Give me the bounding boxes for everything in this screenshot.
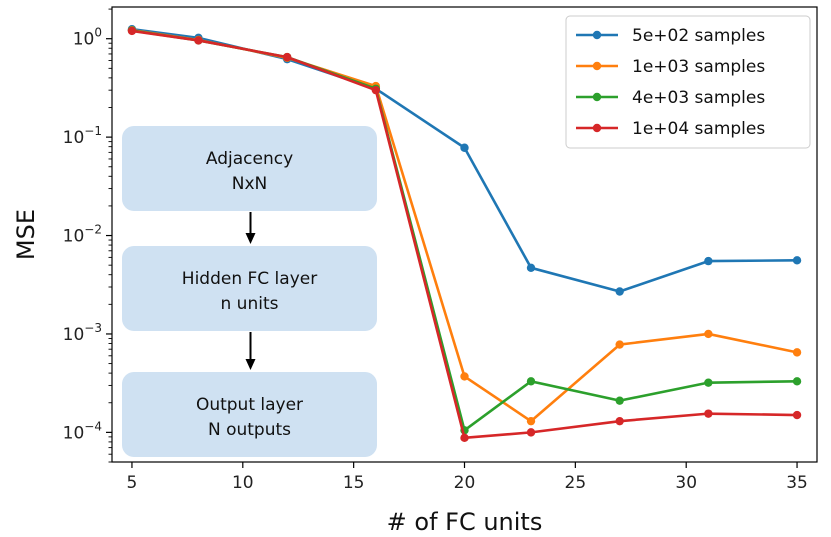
data-point (526, 377, 536, 386)
x-tick-label: 15 (343, 473, 365, 493)
legend-frame (565, 15, 811, 149)
data-point (792, 377, 802, 386)
y-tick-label: 10−3 (63, 321, 102, 345)
y-tick-label: 10−2 (63, 223, 102, 247)
x-tick-label: 35 (786, 473, 808, 493)
diagram-box-background (122, 246, 377, 331)
legend-label: 5e+02 samples (632, 26, 765, 46)
diagram-arrow-head (245, 359, 256, 370)
data-point (704, 329, 713, 339)
diagram-box-background (122, 372, 377, 457)
y-tick-label: 10−4 (63, 419, 102, 443)
legend-entry: 4e+03 samples (576, 88, 765, 108)
data-point (526, 416, 536, 426)
data-point (704, 378, 713, 387)
data-point (615, 416, 624, 426)
diagram-box: Output layer N outputs (122, 372, 377, 457)
data-point (615, 396, 624, 405)
data-point (371, 85, 381, 95)
data-point (704, 409, 713, 418)
data-point (615, 287, 624, 296)
x-tick-label: 5 (127, 473, 138, 493)
legend-marker (592, 61, 602, 71)
data-point (615, 340, 624, 349)
legend-entry: 1e+03 samples (576, 57, 765, 77)
legend-marker (592, 123, 602, 133)
legend: 5e+02 samples 1e+03 samples 4e+03 samples 1… (565, 15, 811, 149)
x-tick-label: 10 (232, 473, 254, 493)
diagram-box-background (122, 126, 377, 211)
legend-marker (592, 92, 602, 102)
diagram-box-subtitle: n units (221, 294, 279, 314)
axes: 5 10 15 20 25 30 35 100 10−1 10−2 10−3 10−4 # of FC … (12, 6, 818, 536)
data-point (792, 256, 802, 265)
legend-label: 1e+03 samples (632, 57, 765, 77)
data-point (460, 433, 469, 443)
diagram-box-title: Hidden FC layer (182, 269, 317, 289)
data-point (792, 348, 802, 357)
series-layer (127, 24, 802, 443)
data-point (704, 256, 713, 266)
diagram-box-title: Output layer (196, 395, 303, 415)
data-point (460, 143, 469, 152)
legend-entry: 1e+04 samples (576, 119, 765, 139)
y-tick-label: 10−1 (63, 124, 102, 148)
diagram-box: Hidden FC layer n units (122, 246, 377, 331)
data-point (526, 428, 536, 437)
diagram-arrow-head (245, 233, 256, 244)
data-point (460, 372, 469, 381)
legend-entry: 5e+02 samples (576, 26, 765, 46)
diagram-box-subtitle: N outputs (208, 420, 291, 440)
diagram-arrow (245, 212, 256, 244)
diagram-box: Adjacency NxN (122, 126, 377, 211)
legend-label: 4e+03 samples (632, 88, 765, 108)
x-axis-label: # of FC units (387, 508, 543, 536)
diagram-box-title: Adjacency (206, 149, 293, 169)
data-point (792, 410, 802, 420)
y-tick-label: 100 (73, 26, 102, 50)
x-tick-label: 25 (565, 473, 587, 493)
data-point (282, 52, 292, 62)
diagram-arrow (245, 332, 256, 370)
data-point (127, 26, 137, 36)
y-axis-label: MSE (12, 209, 40, 260)
legend-marker (592, 30, 602, 40)
x-tick-label: 30 (675, 473, 697, 493)
data-point (194, 36, 203, 45)
architecture-diagram: Adjacency NxN Hidden FC layer n units Output… (122, 126, 377, 457)
diagram-box-subtitle: NxN (232, 174, 268, 194)
data-point (526, 263, 536, 273)
series-4 (127, 26, 802, 443)
x-tick-label: 20 (454, 473, 476, 493)
legend-label: 1e+04 samples (632, 119, 765, 139)
